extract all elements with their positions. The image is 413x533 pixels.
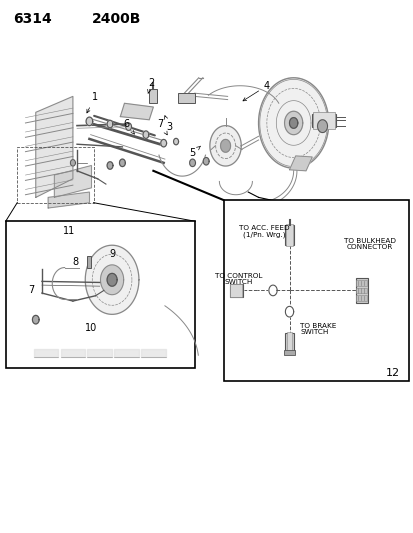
Text: TO ACC. FEED: TO ACC. FEED (238, 225, 289, 231)
Text: 6314: 6314 (13, 12, 52, 27)
Polygon shape (289, 118, 297, 128)
Polygon shape (54, 165, 91, 197)
Text: SWITCH: SWITCH (299, 329, 328, 335)
Polygon shape (107, 273, 117, 286)
Polygon shape (107, 162, 113, 169)
Polygon shape (173, 139, 178, 145)
Bar (311, 114, 335, 127)
Polygon shape (70, 160, 75, 166)
Text: 3: 3 (164, 116, 172, 132)
Text: 2: 2 (147, 78, 154, 93)
Bar (355, 278, 367, 303)
Text: 4: 4 (242, 81, 269, 101)
Text: SWITCH: SWITCH (224, 279, 252, 285)
Polygon shape (258, 78, 328, 168)
Text: 7: 7 (157, 119, 167, 135)
Text: 1: 1 (87, 92, 97, 113)
Bar (149, 90, 156, 103)
Bar (86, 256, 91, 268)
Text: 10: 10 (85, 322, 97, 333)
Polygon shape (284, 111, 302, 135)
Polygon shape (36, 96, 73, 197)
Polygon shape (87, 349, 112, 357)
Polygon shape (209, 126, 241, 166)
Bar (313, 112, 334, 129)
Polygon shape (189, 159, 195, 166)
Polygon shape (126, 123, 131, 131)
Bar (17, 147, 93, 203)
Polygon shape (86, 117, 93, 126)
Polygon shape (285, 306, 293, 317)
Polygon shape (114, 349, 139, 357)
Text: (1/Pn. Wrg.): (1/Pn. Wrg.) (242, 231, 285, 238)
Polygon shape (143, 131, 148, 139)
Bar (285, 333, 293, 352)
Bar (229, 284, 242, 297)
Polygon shape (317, 120, 327, 133)
Text: TO CONTROL: TO CONTROL (215, 273, 262, 279)
Text: CONNECTOR: CONNECTOR (346, 244, 392, 250)
Polygon shape (85, 245, 139, 314)
Bar (6, 221, 195, 368)
Bar (356, 295, 366, 301)
Polygon shape (203, 158, 209, 165)
Text: 8: 8 (73, 257, 78, 267)
Text: 9: 9 (109, 249, 115, 259)
Bar (286, 332, 292, 353)
Polygon shape (119, 159, 125, 166)
Bar (230, 284, 242, 297)
Text: 7: 7 (28, 286, 35, 295)
Polygon shape (268, 285, 276, 296)
Text: TO BRAKE: TO BRAKE (299, 323, 336, 329)
Polygon shape (120, 103, 153, 120)
Polygon shape (33, 349, 58, 357)
Text: TO BULKHEAD: TO BULKHEAD (343, 238, 395, 244)
Text: 12: 12 (385, 368, 399, 378)
Bar (284, 225, 294, 245)
Polygon shape (220, 140, 230, 152)
Text: 11: 11 (62, 226, 75, 236)
Polygon shape (107, 120, 113, 128)
Bar (356, 280, 366, 286)
Bar (223, 200, 408, 381)
Text: 5: 5 (189, 146, 200, 158)
Bar (285, 224, 292, 246)
Bar (356, 288, 366, 293)
Bar (283, 350, 294, 356)
Text: 6: 6 (123, 119, 134, 134)
Polygon shape (160, 140, 166, 147)
Polygon shape (48, 192, 89, 208)
Polygon shape (60, 349, 85, 357)
Text: 2400B: 2400B (91, 12, 140, 27)
Polygon shape (32, 316, 39, 324)
Polygon shape (100, 265, 123, 295)
Bar (178, 93, 194, 103)
Polygon shape (289, 156, 311, 171)
Polygon shape (141, 349, 165, 357)
